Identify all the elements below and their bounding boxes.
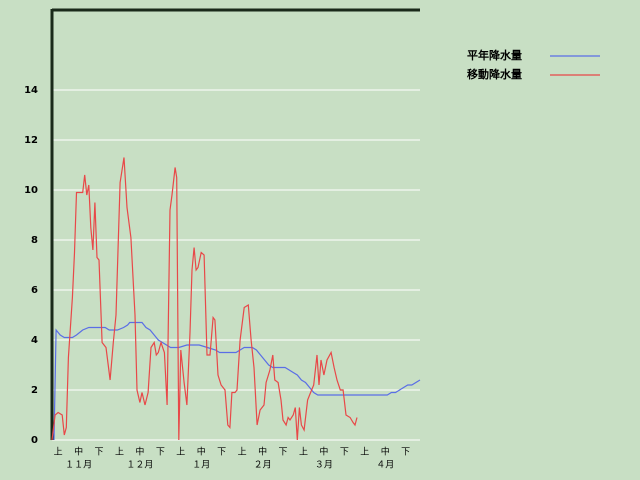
x-group-label: ４月 — [376, 460, 394, 471]
x-tick-label: 下 — [217, 448, 226, 458]
x-group-label: １月 — [192, 460, 210, 471]
legend-label: 平年降水量 — [467, 48, 522, 62]
y-tick-label: 6 — [31, 285, 38, 296]
x-group-label: ３月 — [315, 460, 333, 471]
x-tick-label: 上 — [360, 447, 369, 458]
x-tick-label: 下 — [340, 448, 349, 458]
x-tick-label: 上 — [115, 447, 124, 458]
y-tick-label: 12 — [24, 135, 38, 146]
y-tick-label: 0 — [31, 435, 38, 446]
x-group-label: ２月 — [254, 460, 272, 471]
legend-label: 移動降水量 — [467, 67, 522, 81]
x-group-label: １１月 — [65, 460, 92, 471]
x-tick-label: 上 — [176, 447, 185, 458]
series-line — [51, 157, 358, 441]
x-tick-label: 下 — [401, 448, 410, 458]
y-tick-label: 2 — [31, 385, 38, 396]
x-tick-label: 中 — [258, 446, 267, 458]
x-tick-label: 上 — [54, 447, 63, 458]
x-tick-label: 上 — [299, 447, 308, 458]
x-group-label: １２月 — [126, 460, 153, 471]
y-tick-label: 14 — [24, 85, 38, 96]
x-tick-label: 中 — [319, 446, 328, 458]
y-tick-label: 10 — [24, 185, 38, 196]
y-tick-label: 8 — [31, 235, 38, 246]
x-tick-label: 中 — [74, 446, 83, 458]
x-tick-label: 下 — [95, 448, 104, 458]
x-tick-label: 下 — [279, 448, 288, 458]
x-tick-label: 中 — [381, 446, 390, 458]
series-line — [53, 321, 421, 441]
x-tick-label: 中 — [197, 446, 206, 458]
x-tick-label: 下 — [156, 448, 165, 458]
x-tick-label: 中 — [135, 446, 144, 458]
plot-area — [52, 10, 420, 440]
x-tick-label: 上 — [238, 447, 247, 458]
y-tick-label: 4 — [31, 335, 38, 346]
